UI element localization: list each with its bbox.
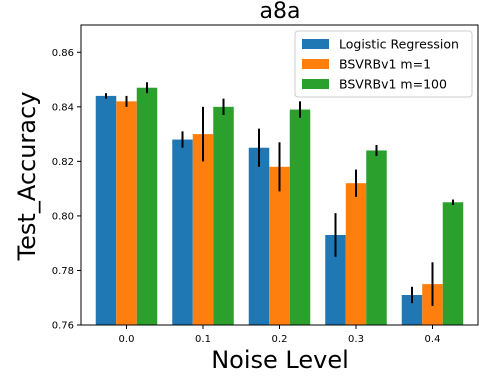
bar: [213, 106, 234, 326]
bar: [192, 134, 214, 325]
legend-label: BSVRBv1 m=1: [339, 57, 431, 72]
bar: [136, 87, 158, 326]
legend-box: [294, 30, 473, 98]
x-tick-label: 0.1: [195, 334, 211, 345]
chart-title: a8a: [260, 0, 301, 24]
x-axis-label: Noise Level: [211, 346, 349, 374]
x-tick-label: 0.4: [425, 334, 441, 345]
bar: [442, 202, 464, 325]
y-tick-label: 0.80: [52, 211, 74, 222]
y-tick-label: 0.78: [52, 266, 74, 277]
y-axis-label: Test_Accuracy: [13, 92, 41, 262]
bar: [345, 183, 367, 325]
legend-label: BSVRBv1 m=100: [339, 77, 447, 92]
bar: [248, 147, 270, 325]
bar: [269, 166, 290, 325]
bar: [172, 139, 193, 325]
y-tick-label: 0.84: [52, 102, 74, 113]
bar: [325, 235, 346, 325]
bar: [116, 101, 137, 325]
x-tick-label: 0.0: [119, 334, 135, 345]
bar: [289, 109, 311, 325]
x-tick-label: 0.3: [348, 334, 364, 345]
legend-label: Logistic Regression: [339, 37, 459, 52]
bar: [401, 295, 423, 325]
y-tick-label: 0.76: [52, 321, 74, 332]
bar: [95, 95, 117, 325]
legend-swatch: [302, 39, 329, 49]
legend-swatch: [302, 59, 329, 69]
y-tick-label: 0.86: [52, 48, 74, 59]
legend-swatch: [302, 79, 329, 89]
x-tick-label: 0.2: [272, 334, 288, 345]
bar: [366, 150, 387, 325]
y-tick-label: 0.82: [52, 157, 74, 168]
